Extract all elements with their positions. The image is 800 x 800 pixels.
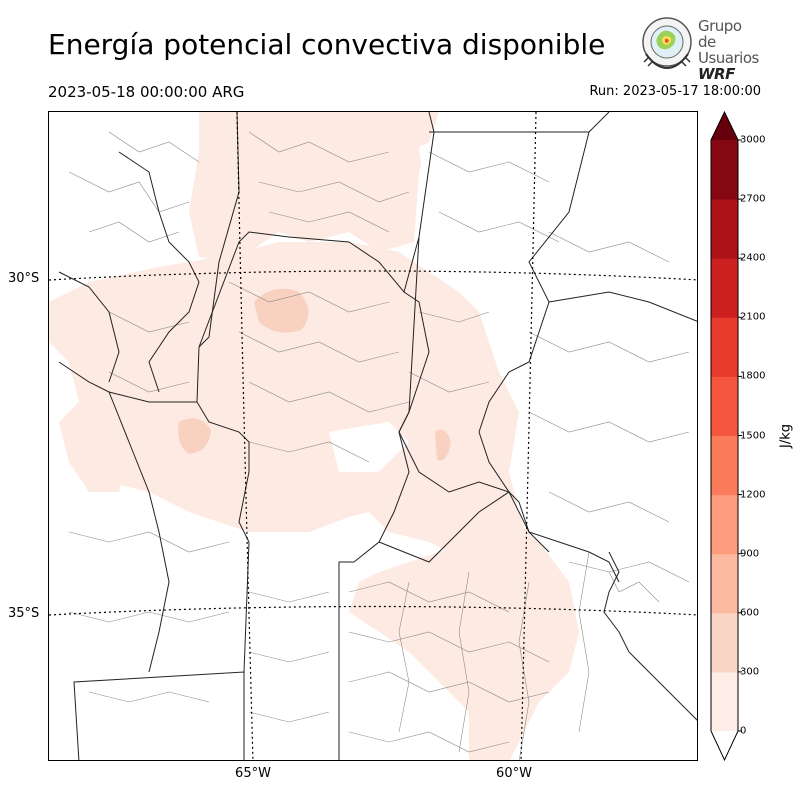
river-plate-coast bbox=[603, 551, 697, 721]
colorbar bbox=[710, 110, 742, 762]
lat-label-30s: 30°S bbox=[8, 271, 40, 286]
cape-region-west bbox=[59, 402, 129, 492]
gap-entrerios bbox=[519, 252, 697, 760]
province-border-2 bbox=[198, 231, 430, 563]
province-border-13 bbox=[108, 391, 170, 673]
colorbar-bin-1800 bbox=[711, 317, 738, 377]
colorbar-bin-0 bbox=[711, 671, 738, 732]
province-border-3 bbox=[403, 112, 435, 293]
colorbar-bin-1500 bbox=[711, 376, 738, 436]
meridian-60w bbox=[520, 112, 537, 760]
colorbar-tick-label: 0 bbox=[740, 725, 747, 737]
cape-gaps bbox=[49, 112, 697, 760]
colorbar-extend-over bbox=[711, 112, 738, 140]
cape-patch-sanluis bbox=[178, 418, 211, 454]
run-time: Run: 2023-05-17 18:00:00 bbox=[589, 84, 761, 99]
cape-patch-cordoba bbox=[254, 288, 309, 333]
cape-patch-santafe bbox=[435, 429, 451, 461]
cape-region-buenos-aires bbox=[349, 522, 579, 760]
gap-patagonia bbox=[49, 562, 339, 760]
wrf-group-logo: Grupo de Usuarios WRF bbox=[638, 14, 762, 82]
map-canvas bbox=[49, 112, 697, 760]
province-border-7 bbox=[548, 291, 697, 322]
colorbar-bin-900 bbox=[711, 494, 738, 555]
colorbar-bin-2700 bbox=[711, 140, 738, 200]
gap-cordoba-center bbox=[329, 422, 409, 472]
province-border-10 bbox=[73, 671, 245, 760]
coastline bbox=[603, 551, 697, 721]
logo-text: Grupo de Usuarios WRF bbox=[698, 18, 762, 82]
colorbar-tick-label: 2400 bbox=[740, 252, 766, 264]
colorbar-bin-2100 bbox=[711, 258, 738, 318]
colorbar-tick-label: 900 bbox=[740, 548, 760, 560]
gap-southwest bbox=[49, 532, 369, 582]
lon-label-60w: 60°W bbox=[496, 766, 532, 781]
parallel-35s bbox=[49, 605, 697, 616]
colorbar-tick-label: 1800 bbox=[740, 370, 766, 382]
map-panel[interactable] bbox=[48, 111, 698, 761]
globe-emblem-icon bbox=[642, 17, 692, 70]
colorbar-bin-1200 bbox=[711, 435, 738, 496]
lat-label-35s: 35°S bbox=[8, 606, 40, 621]
province-border-5 bbox=[398, 236, 510, 493]
colorbar-tick-label: 600 bbox=[740, 607, 760, 619]
province-border-6 bbox=[478, 131, 590, 553]
colorbar-tick-label: 3000 bbox=[740, 134, 766, 146]
department-boundaries bbox=[68, 131, 690, 760]
colorbar-tick-label: 2100 bbox=[740, 311, 766, 323]
cape-region-north bbox=[189, 112, 439, 262]
colorbar-tick-label: 2700 bbox=[740, 193, 766, 205]
graticule bbox=[49, 112, 697, 760]
colorbar-unit: J/kg bbox=[778, 424, 794, 448]
province-border-12 bbox=[58, 271, 120, 383]
meridian-65w bbox=[236, 112, 254, 760]
colorbar-tick-label: 300 bbox=[740, 666, 760, 678]
province-border-15 bbox=[118, 151, 200, 393]
colorbar-bin-300 bbox=[711, 612, 738, 673]
colorbar-tick-label: 1200 bbox=[740, 489, 766, 501]
logo-line-2: Usuarios bbox=[698, 49, 759, 67]
parallel-30s bbox=[49, 270, 697, 281]
colorbar-bin-2400 bbox=[711, 199, 738, 259]
colorbar-outline bbox=[710, 110, 739, 731]
map-title: Energía potencial convectiva disponible bbox=[48, 28, 606, 61]
lon-label-65w: 65°W bbox=[235, 766, 271, 781]
province-border-8 bbox=[338, 561, 354, 760]
logo-line-3: WRF bbox=[698, 65, 735, 83]
colorbar-bin-600 bbox=[711, 553, 738, 614]
gap-east-santafe bbox=[419, 112, 609, 342]
province-border-9 bbox=[378, 491, 620, 583]
logo-line-1: Grupo de bbox=[698, 17, 742, 51]
cape-shading-300 bbox=[178, 288, 451, 461]
colorbar-extend-under bbox=[710, 730, 739, 762]
colorbar-tick-label: 1500 bbox=[740, 430, 766, 441]
valid-time: 2023-05-18 00:00:00 ARG bbox=[48, 83, 245, 101]
